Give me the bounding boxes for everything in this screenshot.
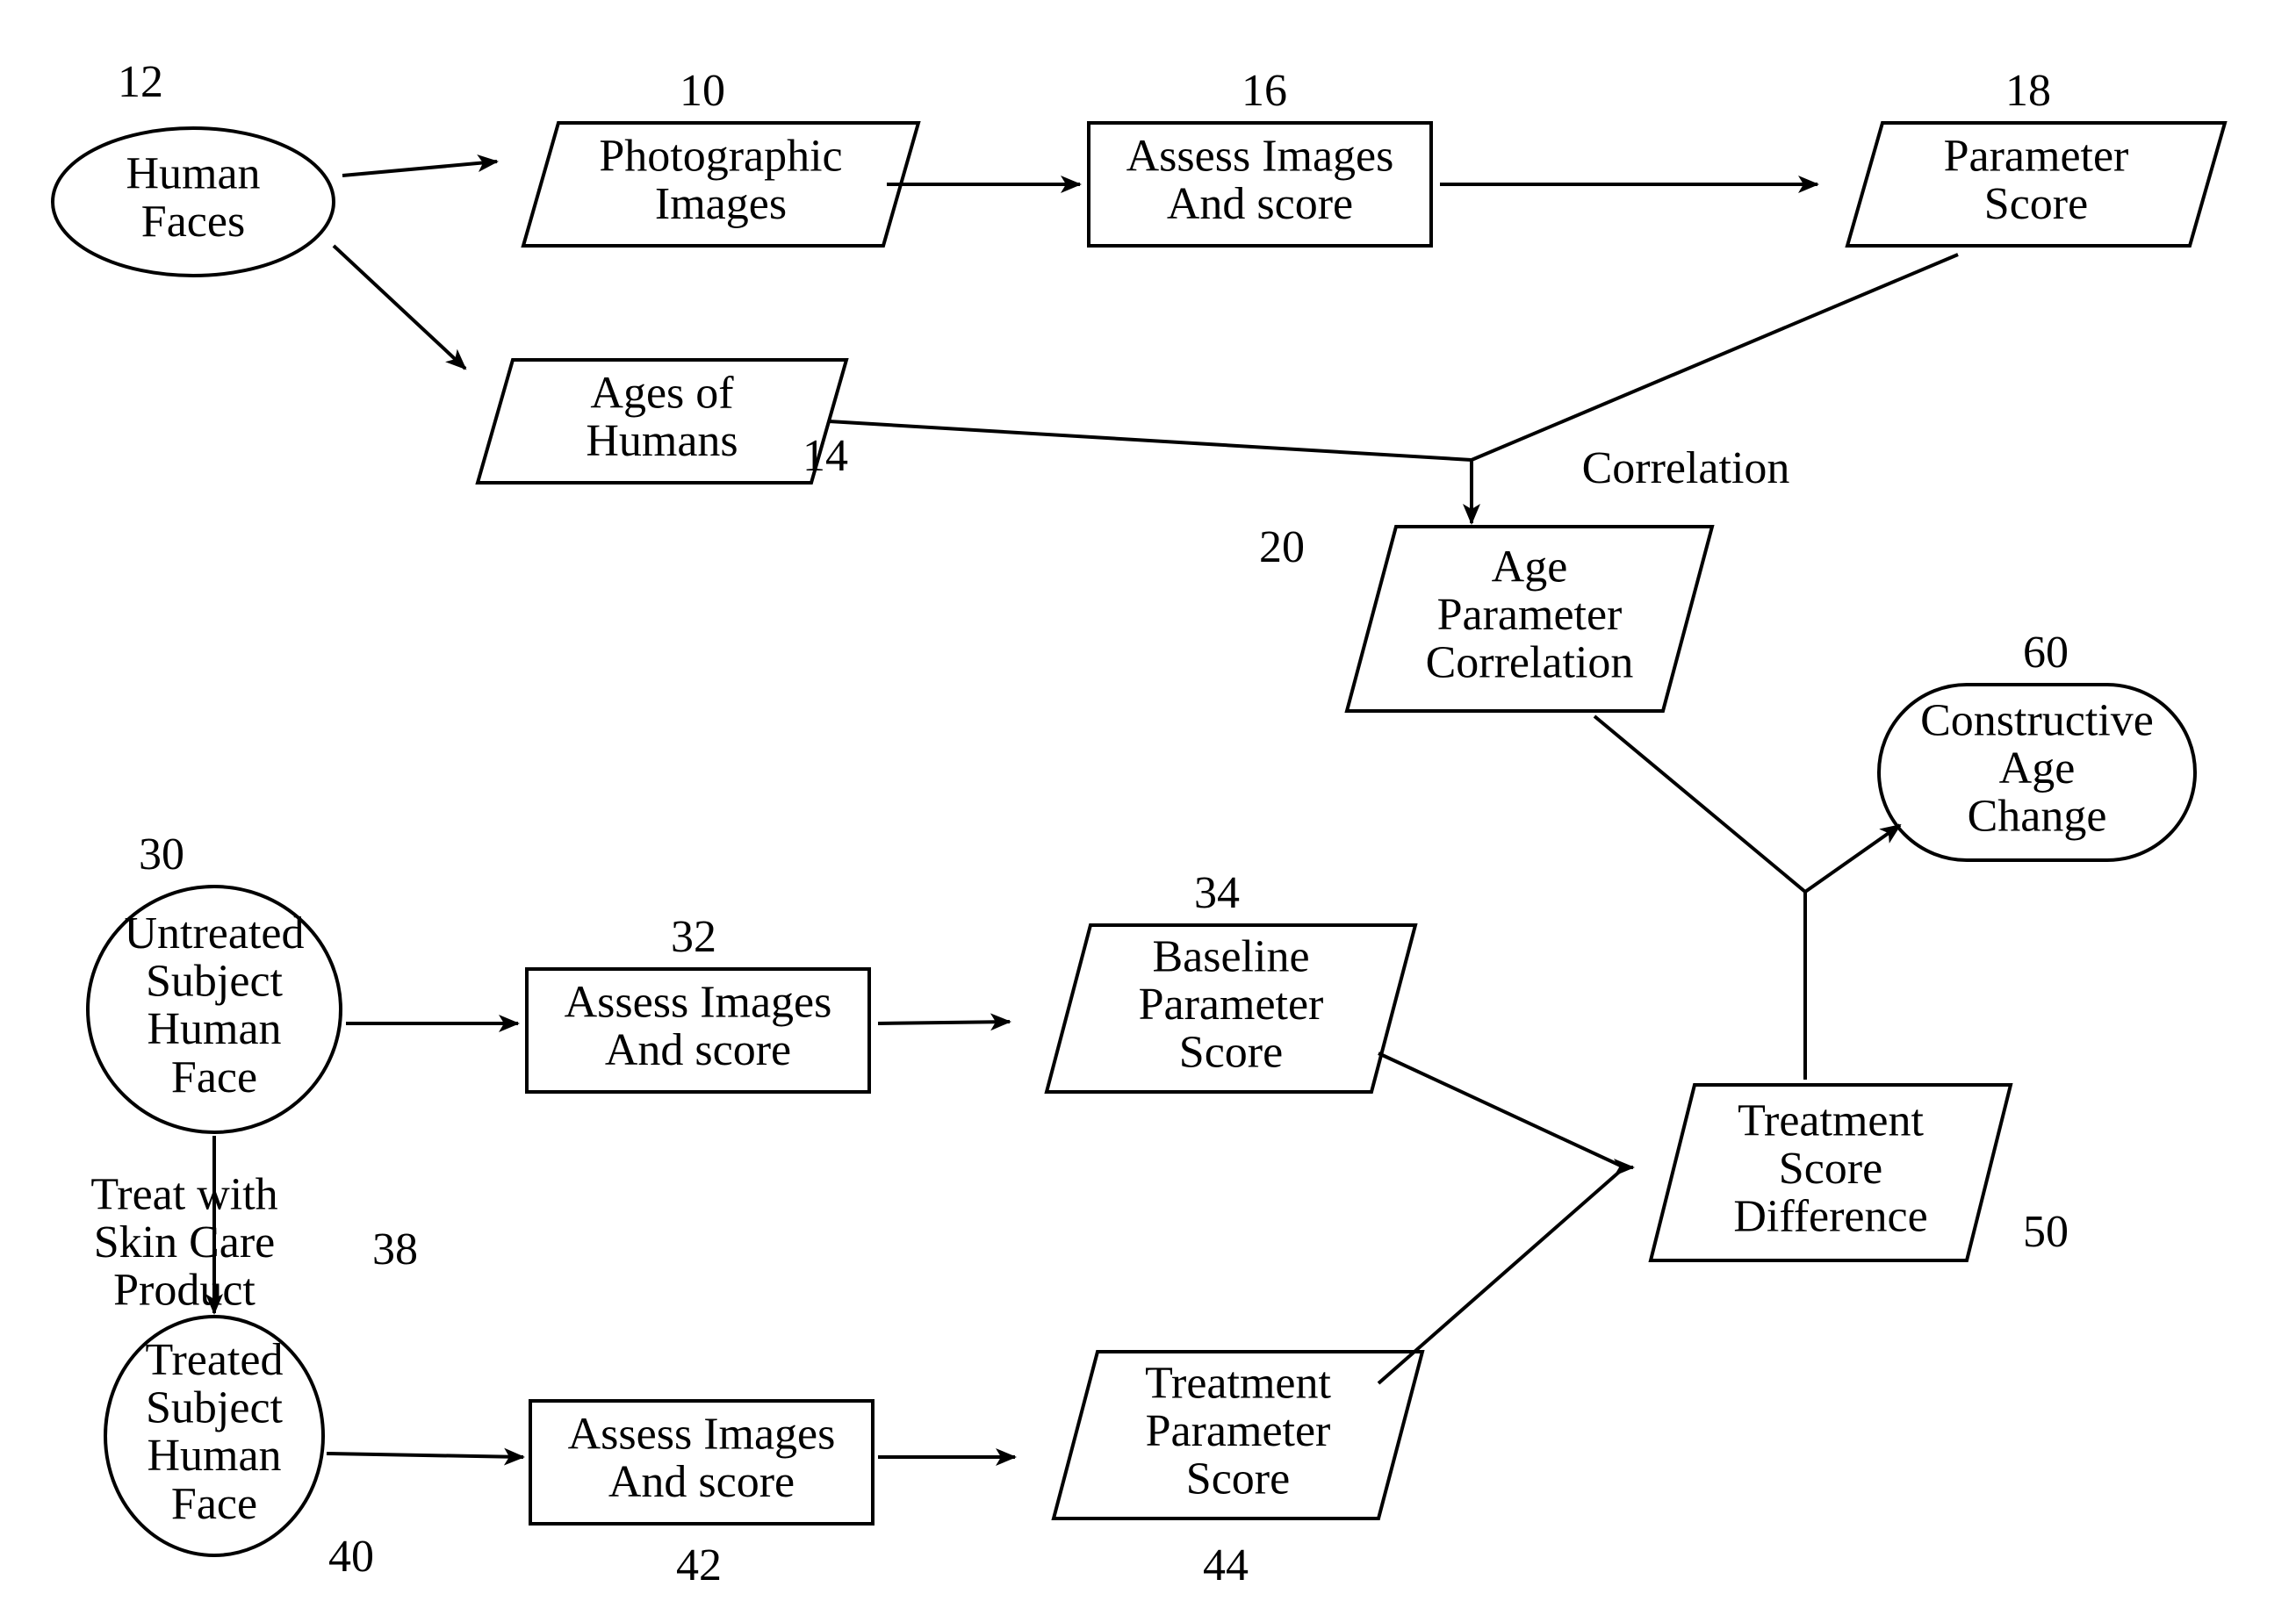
node-n32-text-line-0: Assess Images xyxy=(565,978,832,1028)
labels-layer: 12 10 16 18 14 Correlation 20 60 30 32 34 38 40 42 44 5… xyxy=(118,57,2069,1590)
edge-merge3-n60 xyxy=(1805,825,1900,892)
edge-n14-merge1 xyxy=(829,421,1472,460)
node-n34-number: 34 xyxy=(1194,868,1240,918)
node-n10: PhotographicImages xyxy=(523,123,918,246)
node-n32: Assess ImagesAnd score xyxy=(527,969,869,1092)
node-n14: Ages ofHumans xyxy=(478,360,846,483)
node-n38-text-line-2: Product xyxy=(113,1266,256,1316)
node-n60-text-line-2: Change xyxy=(1968,792,2107,842)
node-n20-number: 20 xyxy=(1259,522,1305,572)
node-n32-text-line-1: And score xyxy=(605,1025,791,1075)
correlation-label: Correlation xyxy=(1582,443,1790,493)
node-n14-text-line-1: Humans xyxy=(586,416,738,466)
node-n44-text-line-0: Treatment xyxy=(1145,1358,1331,1408)
node-n16: Assess ImagesAnd score xyxy=(1089,123,1431,246)
node-n50: TreatmentScoreDifference xyxy=(1651,1085,2011,1260)
node-n40-number: 40 xyxy=(328,1532,374,1582)
node-n50-text-line-0: Treatment xyxy=(1738,1095,1924,1145)
node-n20-text-line-1: Parameter xyxy=(1437,590,1623,640)
node-n50-text-line-2: Difference xyxy=(1733,1192,1927,1242)
edge-n20-merge3 xyxy=(1594,716,1805,892)
nodes-layer: HumanFacesPhotographicImagesAssess Image… xyxy=(53,123,2225,1555)
node-n14-text-line-0: Ages of xyxy=(590,369,734,419)
node-n18-text-line-0: Parameter xyxy=(1944,132,2129,182)
edges-layer xyxy=(214,162,1958,1457)
node-n12-number: 12 xyxy=(118,57,163,107)
node-n50-number: 50 xyxy=(2023,1207,2069,1257)
node-n60: ConstructiveAgeChange xyxy=(1879,685,2195,860)
edge-n18-merge1 xyxy=(1472,255,1958,460)
edge-n12-n14 xyxy=(334,246,465,369)
node-n38-text-line-1: Skin Care xyxy=(94,1217,276,1267)
node-n40-text-line-3: Face xyxy=(171,1479,257,1529)
node-n34-text-line-1: Parameter xyxy=(1139,980,1324,1030)
node-n14-number: 14 xyxy=(803,431,848,481)
node-n10-number: 10 xyxy=(680,66,725,116)
node-n20: AgeParameterCorrelation xyxy=(1347,527,1712,711)
node-n40-text-line-1: Subject xyxy=(146,1383,284,1433)
node-n40-text-line-0: Treated xyxy=(146,1335,284,1385)
node-n12-text-line-0: Human xyxy=(126,149,260,199)
node-n34: BaselineParameterScore xyxy=(1047,925,1415,1092)
node-n12: HumanFaces xyxy=(53,128,334,276)
node-n42-number: 42 xyxy=(676,1540,722,1590)
edge-n12-n10 xyxy=(342,162,497,176)
node-n44: TreatmentParameterScore xyxy=(1054,1352,1422,1518)
node-n38-number: 38 xyxy=(372,1224,418,1274)
node-n30-text-line-3: Face xyxy=(171,1052,257,1102)
node-n38-text-line-0: Treat with xyxy=(90,1169,277,1219)
node-n18: ParameterScore xyxy=(1847,123,2225,246)
node-n60-text-line-1: Age xyxy=(1999,743,2076,793)
node-n42-text-line-0: Assess Images xyxy=(568,1410,836,1460)
node-n16-number: 16 xyxy=(1242,66,1287,116)
node-n20-text-line-2: Correlation xyxy=(1426,638,1634,688)
node-n42: Assess ImagesAnd score xyxy=(530,1401,873,1524)
edge-n40-n42 xyxy=(327,1454,523,1457)
node-n40: TreatedSubjectHumanFace xyxy=(105,1317,323,1555)
node-n12-text-line-1: Faces xyxy=(141,197,245,247)
node-n30-text-line-1: Subject xyxy=(146,957,284,1007)
node-n34-text-line-2: Score xyxy=(1179,1028,1283,1078)
node-n16-text-line-1: And score xyxy=(1167,179,1353,229)
node-n20-text-line-0: Age xyxy=(1492,542,1568,592)
node-n10-text-line-0: Photographic xyxy=(599,132,842,182)
node-n40-text-line-2: Human xyxy=(147,1431,281,1481)
node-n44-text-line-1: Parameter xyxy=(1146,1406,1331,1456)
node-n42-text-line-1: And score xyxy=(608,1457,795,1507)
node-n18-number: 18 xyxy=(2005,66,2051,116)
node-n30: UntreatedSubjectHumanFace xyxy=(88,887,341,1132)
node-n50-text-line-1: Score xyxy=(1779,1144,1882,1194)
node-n18-text-line-1: Score xyxy=(1984,179,2088,229)
edge-n32-n34 xyxy=(878,1022,1010,1023)
node-n60-text-line-0: Constructive xyxy=(1920,695,2154,745)
node-n16-text-line-0: Assess Images xyxy=(1126,132,1394,182)
flowchart-diagram: HumanFacesPhotographicImagesAssess Image… xyxy=(0,0,2295,1601)
node-n10-text-line-1: Images xyxy=(655,179,787,229)
node-n32-number: 32 xyxy=(671,912,716,962)
node-n38: Treat withSkin CareProduct xyxy=(90,1169,277,1315)
node-n30-text-line-0: Untreated xyxy=(124,908,304,958)
edge-n34-merge2 xyxy=(1378,1053,1624,1167)
node-n30-text-line-2: Human xyxy=(147,1004,281,1054)
node-n44-number: 44 xyxy=(1203,1540,1249,1590)
node-n60-number: 60 xyxy=(2023,628,2069,678)
node-n30-number: 30 xyxy=(139,829,184,879)
node-n34-text-line-0: Baseline xyxy=(1152,931,1309,981)
node-n44-text-line-2: Score xyxy=(1186,1454,1290,1504)
